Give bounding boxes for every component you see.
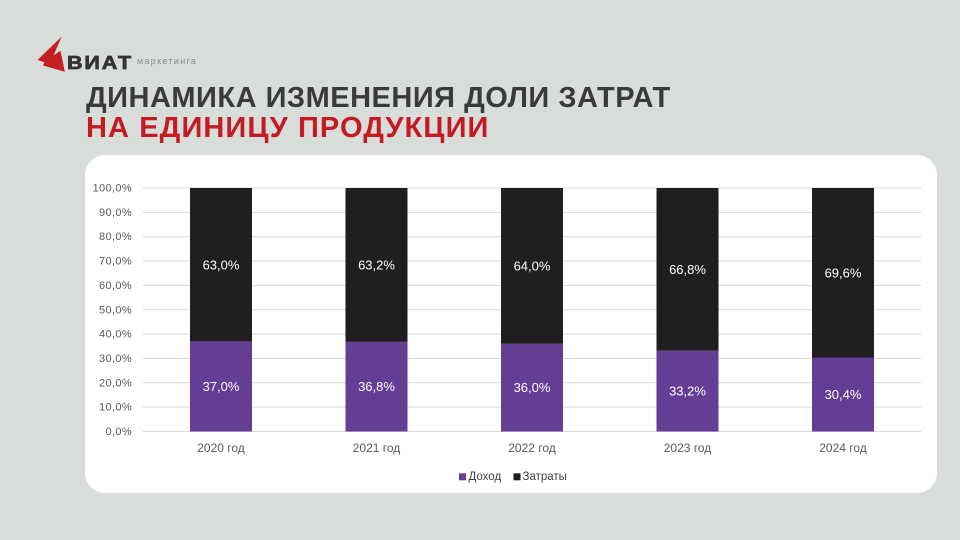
- svg-text:2024 год: 2024 год: [819, 441, 867, 455]
- svg-text:69,6%: 69,6%: [825, 265, 862, 280]
- svg-text:50,0%: 50,0%: [99, 304, 132, 316]
- svg-text:Затраты: Затраты: [523, 471, 567, 483]
- svg-text:2020 год: 2020 год: [197, 441, 245, 455]
- svg-text:20,0%: 20,0%: [99, 377, 132, 389]
- svg-text:63,0%: 63,0%: [203, 257, 240, 272]
- svg-text:0,0%: 0,0%: [106, 426, 132, 438]
- svg-text:36,8%: 36,8%: [358, 379, 395, 394]
- svg-text:64,0%: 64,0%: [514, 259, 551, 274]
- svg-text:80,0%: 80,0%: [99, 231, 132, 243]
- svg-text:90,0%: 90,0%: [99, 207, 132, 219]
- svg-text:30,4%: 30,4%: [825, 387, 862, 402]
- svg-text:33,2%: 33,2%: [669, 384, 706, 399]
- svg-text:30,0%: 30,0%: [99, 353, 132, 365]
- svg-text:2022 год: 2022 год: [508, 441, 556, 455]
- svg-text:70,0%: 70,0%: [99, 256, 132, 268]
- svg-text:60,0%: 60,0%: [99, 280, 132, 292]
- svg-text:36,0%: 36,0%: [514, 380, 551, 395]
- svg-text:2021 год: 2021 год: [353, 441, 401, 455]
- svg-text:100,0%: 100,0%: [93, 183, 132, 195]
- svg-text:37,0%: 37,0%: [203, 379, 240, 394]
- svg-text:10,0%: 10,0%: [99, 402, 132, 414]
- svg-text:2023 год: 2023 год: [664, 441, 712, 455]
- svg-text:Доход: Доход: [469, 471, 502, 483]
- svg-text:63,2%: 63,2%: [358, 258, 395, 273]
- svg-text:40,0%: 40,0%: [99, 329, 132, 341]
- svg-text:66,8%: 66,8%: [669, 262, 706, 277]
